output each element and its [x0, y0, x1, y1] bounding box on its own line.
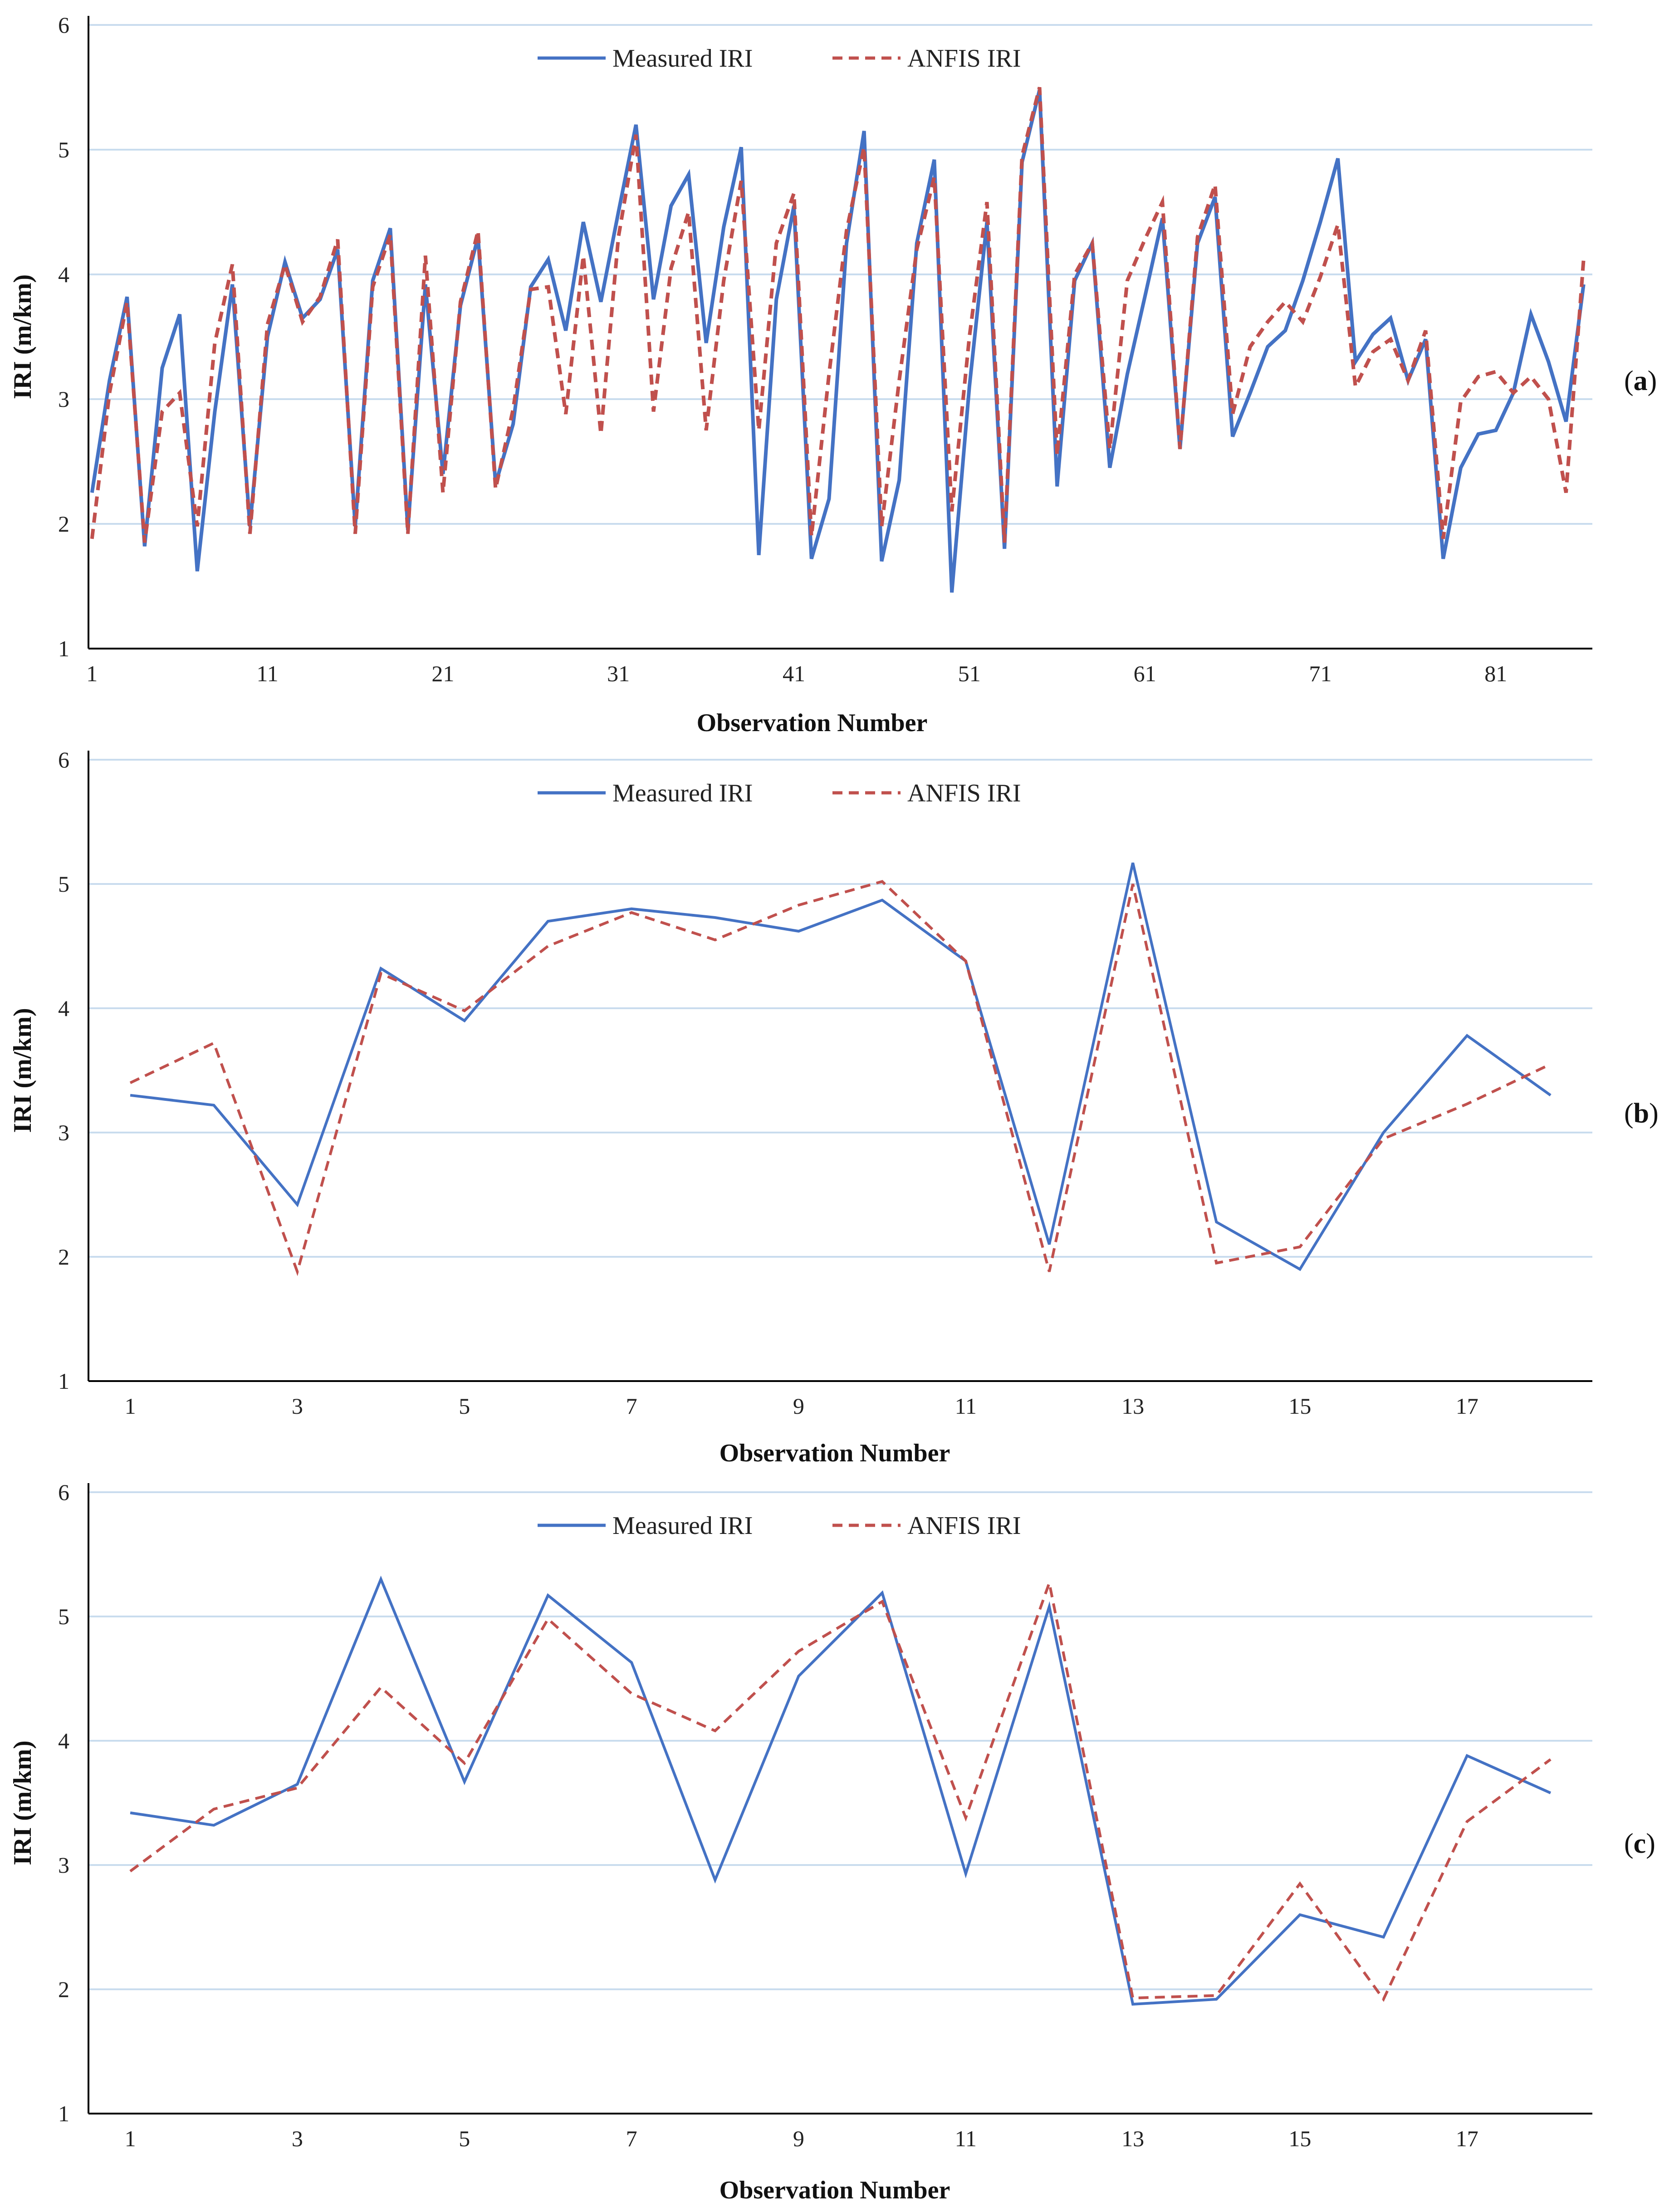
x-tick-label: 71: [1309, 661, 1331, 686]
y-tick-label: 3: [58, 1120, 69, 1145]
x-axis-title: Observation Number: [720, 1439, 950, 1467]
x-tick-label: 9: [793, 2126, 804, 2151]
x-tick-label: 13: [1121, 1393, 1144, 1419]
y-axis-title: IRI (m/km): [9, 274, 37, 399]
legend-measured: Measured IRI: [538, 779, 753, 807]
y-tick-label: 5: [58, 1604, 69, 1629]
x-tick-label: 41: [783, 661, 805, 686]
x-tick-label: 17: [1456, 1393, 1478, 1419]
legend-label: Measured IRI: [612, 1512, 753, 1540]
x-tick-label: 9: [793, 1393, 804, 1419]
x-tick-label: 31: [607, 661, 630, 686]
y-tick-label: 1: [58, 2101, 69, 2126]
y-tick-label: 6: [58, 747, 69, 772]
x-tick-label: 13: [1121, 2126, 1144, 2151]
legend-label: Measured IRI: [612, 779, 753, 807]
y-tick-label: 1: [58, 636, 69, 661]
y-tick-label: 6: [58, 1480, 69, 1505]
x-tick-label: 1: [86, 661, 98, 686]
y-tick-label: 4: [58, 996, 69, 1021]
x-tick-label: 81: [1484, 661, 1507, 686]
series-line-measured: [130, 1575, 1552, 2006]
x-tick-label: 5: [459, 1393, 470, 1419]
x-tick-label: 17: [1456, 2126, 1478, 2151]
legend-label: ANFIS IRI: [907, 44, 1021, 73]
legend-label: ANFIS IRI: [907, 779, 1021, 807]
legend-label: Measured IRI: [612, 44, 753, 73]
y-tick-label: 2: [58, 1977, 69, 2002]
y-tick-label: 6: [58, 12, 69, 38]
x-tick-label: 1: [125, 1393, 136, 1419]
legend-anfis: ANFIS IRI: [832, 1512, 1021, 1540]
y-axis-title: IRI (m/km): [9, 1008, 37, 1133]
x-tick-label: 3: [292, 2126, 303, 2151]
x-tick-label: 3: [292, 1393, 303, 1419]
panel-label: (c): [1624, 1828, 1655, 1859]
x-tick-label: 5: [459, 2126, 470, 2151]
x-tick-label: 51: [958, 661, 981, 686]
y-tick-label: 4: [58, 1728, 69, 1753]
series-line-anfis: [129, 1577, 1552, 2002]
panel-label: (a): [1624, 366, 1657, 396]
x-tick-label: 15: [1288, 2126, 1311, 2151]
y-tick-label: 1: [58, 1368, 69, 1394]
y-tick-label: 2: [58, 1244, 69, 1270]
series-line-anfis: [129, 880, 1552, 1276]
legend-label: ANFIS IRI: [907, 1512, 1021, 1540]
x-tick-label: 1: [125, 2126, 136, 2151]
x-tick-label: 11: [256, 661, 278, 686]
legend-anfis: ANFIS IRI: [832, 44, 1021, 73]
series-line-anfis: [90, 87, 1586, 543]
y-axis-title: IRI (m/km): [9, 1740, 37, 1865]
x-tick-label: 7: [626, 1393, 637, 1419]
y-tick-label: 3: [58, 386, 69, 412]
x-tick-label: 11: [955, 2126, 977, 2151]
x-tick-label: 61: [1134, 661, 1156, 686]
x-tick-label: 15: [1288, 1393, 1311, 1419]
legend-measured: Measured IRI: [538, 1512, 753, 1540]
x-tick-label: 11: [955, 1393, 977, 1419]
y-tick-label: 5: [58, 871, 69, 897]
legend-measured: Measured IRI: [538, 44, 753, 73]
x-axis-title: Observation Number: [697, 709, 928, 737]
y-tick-label: 3: [58, 1852, 69, 1878]
x-tick-label: 7: [626, 2126, 637, 2151]
y-tick-label: 4: [58, 262, 69, 287]
series-line-measured: [130, 862, 1552, 1271]
y-tick-label: 2: [58, 511, 69, 537]
x-axis-title: Observation Number: [720, 2176, 950, 2204]
y-tick-label: 5: [58, 137, 69, 162]
series-line-measured: [90, 89, 1586, 593]
x-tick-label: 21: [431, 661, 454, 686]
legend-anfis: ANFIS IRI: [832, 779, 1021, 807]
panel-label: (b): [1624, 1098, 1659, 1129]
